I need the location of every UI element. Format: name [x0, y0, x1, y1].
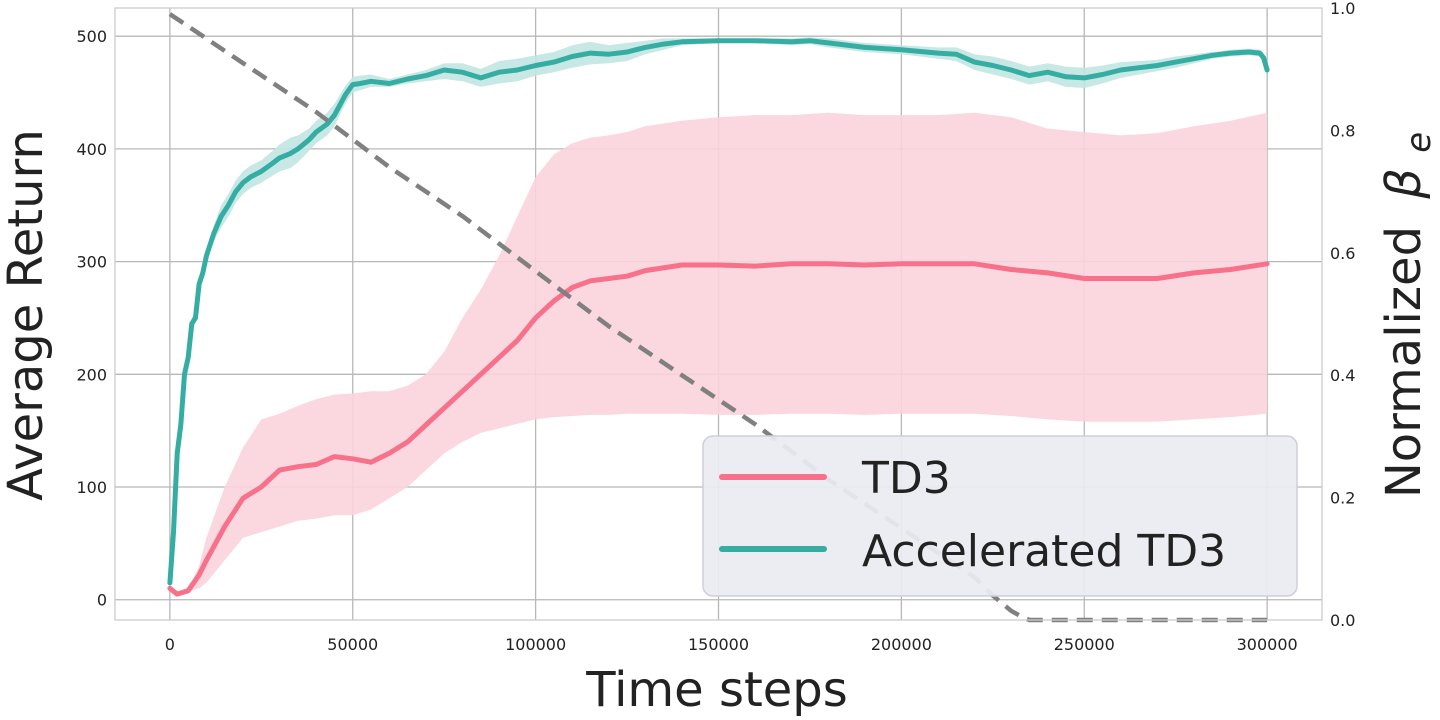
x-axis-label: Time steps: [585, 662, 848, 718]
line-accelerated-td3: [167, 38, 1270, 586]
x-tick-label-0: 0: [165, 635, 175, 654]
y2-tick-label-4: 0.8: [1330, 121, 1355, 140]
y2-tick-label-1: 0.2: [1330, 489, 1355, 508]
y2-axis-label-text: Normalized: [1376, 226, 1432, 498]
line-td3: [167, 261, 1270, 597]
x-tick-label-6: 300000: [1237, 635, 1298, 654]
x-tick-label-1: 50000: [327, 635, 378, 654]
y2-axis-label-symbol: β: [1376, 168, 1432, 200]
y-tick-label-4: 400: [76, 140, 107, 159]
tick-labels: 0 50000 100000 150000 200000 250000 300000 0 100…: [76, 0, 1355, 654]
x-tick-label-3: 150000: [688, 635, 749, 654]
confidence-bands: [169, 37, 1268, 595]
y2-axis-label: Normalized β e: [1376, 132, 1439, 498]
y2-tick-label-0: 0.0: [1330, 611, 1355, 630]
y-tick-label-5: 500: [76, 27, 107, 46]
x-tick-label-5: 250000: [1054, 635, 1115, 654]
y-axis-label: Average Return: [0, 129, 54, 501]
axes-frame: [114, 7, 1323, 621]
y-tick-label-0: 0: [97, 591, 107, 610]
y-tick-label-2: 200: [76, 365, 107, 384]
x-tick-label-4: 200000: [871, 635, 932, 654]
band-td3: [169, 112, 1268, 595]
y2-tick-label-2: 0.4: [1330, 366, 1355, 385]
legend-label-td3: TD3: [861, 453, 951, 504]
legend-box: [702, 435, 1298, 597]
y2-tick-label-5: 1.0: [1330, 0, 1355, 18]
legend: TD3 Accelerated TD3: [702, 435, 1298, 597]
legend-label-accelerated-td3: Accelerated TD3: [862, 526, 1226, 577]
y-tick-label-1: 100: [76, 478, 107, 497]
y2-axis-label-subscript: e: [1399, 132, 1439, 153]
x-tick-label-2: 100000: [505, 635, 566, 654]
y2-tick-label-3: 0.6: [1330, 244, 1355, 263]
plot-frame: [114, 7, 1323, 621]
y-tick-label-3: 300: [76, 253, 107, 272]
